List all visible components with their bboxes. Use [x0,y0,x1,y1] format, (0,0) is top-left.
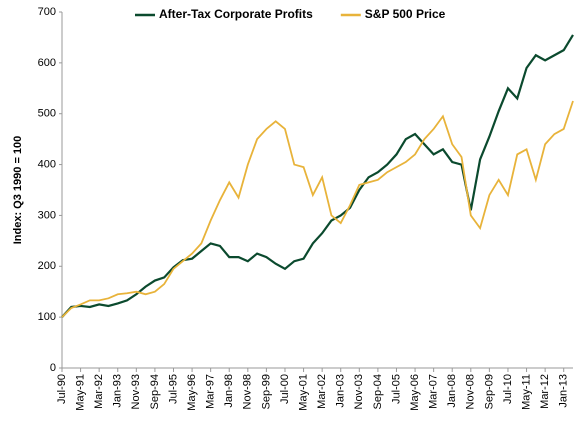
y-tick-label: 400 [38,158,56,170]
x-tick-label: Mar-02 [316,374,328,409]
x-tick-label: Jan-08 [446,374,458,408]
x-tick-label: May-01 [297,374,309,411]
x-tick-label: Sep-04 [372,374,384,409]
y-tick-label: 0 [50,362,56,374]
x-tick-label: Nov-98 [242,374,254,409]
x-tick-label: Sep-94 [149,374,161,409]
x-tick-label: May-06 [409,374,421,411]
x-tick-label: Sep-09 [483,374,495,409]
x-tick-label: Jan-98 [223,374,235,408]
x-tick-label: Mar-12 [539,374,551,409]
x-tick-label: Jan-13 [558,374,570,408]
x-tick-label: Mar-92 [93,374,105,409]
x-tick-label: Nov-03 [353,374,365,409]
legend-label: S&P 500 Price [365,7,446,21]
y-tick-label: 600 [38,57,56,69]
x-tick-label: Jul-10 [502,374,514,404]
x-tick-label: Nov-93 [130,374,142,409]
x-tick-label: Jan-03 [335,374,347,408]
y-axis-title: Index: Q3 1990 = 100 [12,136,24,245]
x-tick-label: May-91 [74,374,86,411]
x-tick-label: Jul-95 [167,374,179,404]
x-tick-label: Jul-05 [390,374,402,404]
x-tick-label: Mar-97 [205,374,217,409]
series-line [61,100,574,318]
y-tick-label: 300 [38,209,56,221]
x-tick-label: May-11 [520,374,532,410]
y-tick-label: 100 [38,311,56,323]
x-tick-label: May-96 [186,374,198,411]
y-tick-label: 200 [38,260,56,272]
x-tick-label: Mar-07 [428,374,440,409]
x-tick-label: Jul-00 [279,374,291,404]
x-tick-label: Jan-93 [112,374,124,408]
series-line [61,34,574,318]
x-tick-label: Sep-99 [260,374,272,409]
legend-label: After-Tax Corporate Profits [159,7,313,21]
x-tick-label: Nov-08 [465,374,477,409]
y-tick-label: 700 [38,6,56,18]
x-tick-label: Jul-90 [56,374,68,404]
y-tick-label: 500 [38,108,56,120]
